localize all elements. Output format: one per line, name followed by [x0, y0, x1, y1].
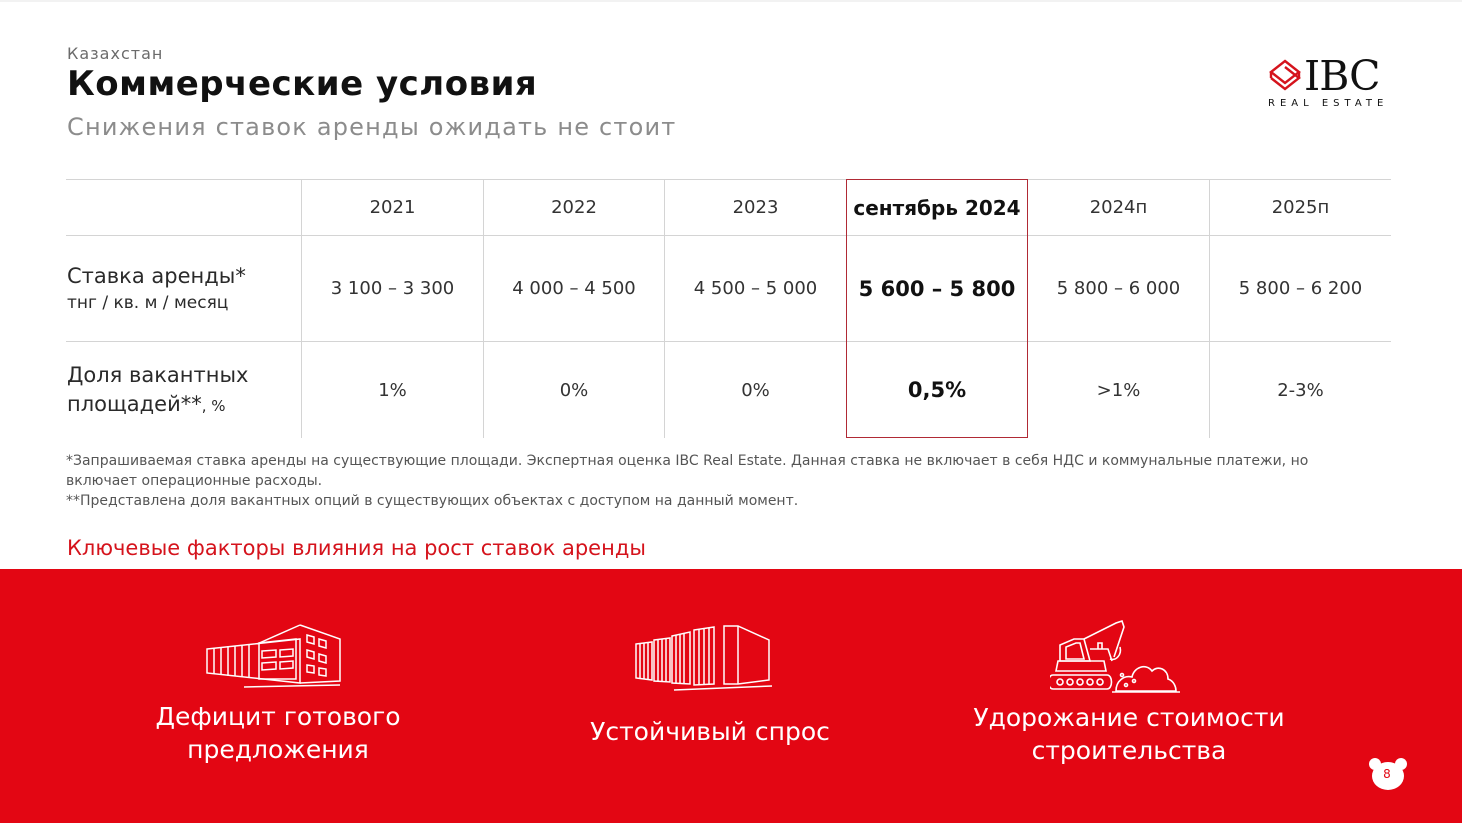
table-rule	[66, 179, 1391, 180]
footnote-vacancy: **Представлена доля вакантных опций в су…	[66, 493, 799, 509]
rent-rate-2023: 4 500 – 5 000	[693, 278, 818, 299]
factor-supply-line2: предложения	[187, 735, 369, 764]
skyline-icon	[635, 625, 773, 691]
rent-rate-2025f: 5 800 – 6 200	[1238, 278, 1363, 299]
factor-cost-line2: строительства	[1031, 736, 1227, 765]
page-number: 8	[1383, 767, 1391, 781]
excavator-icon	[1050, 619, 1180, 693]
rent-rate-sep-2024: 5 600 – 5 800	[858, 276, 1016, 301]
rent-rate-unit: тнг / кв. м / месяц	[67, 293, 229, 313]
logo-tagline: REAL ESTATE	[1268, 98, 1389, 109]
vacancy-label-line2: площадей**	[67, 392, 202, 416]
footnotes: *Запрашиваемая ставка аренды на существу…	[66, 451, 1366, 511]
column-header-2021: 2021	[369, 197, 416, 218]
page-title: Коммерческие условия	[67, 64, 538, 104]
factor-construction-cost: Удорожание стоимости строительства	[964, 701, 1294, 767]
table-rule	[66, 341, 1391, 342]
ibc-logo: IBC REAL ESTATE	[1266, 52, 1396, 114]
vacancy-label-line1: Доля вакантных	[67, 363, 249, 387]
column-divider	[664, 179, 665, 438]
vacancy-2023: 0%	[741, 379, 770, 401]
rent-rate-label: Ставка аренды*	[67, 264, 246, 288]
row-label-vacancy: Доля вакантных площадей**, %	[67, 361, 248, 421]
vacancy-2024f: >1%	[1096, 379, 1141, 401]
vacancy-sep-2024: 0,5%	[907, 378, 967, 402]
logo-name: IBC	[1304, 52, 1380, 100]
page-subtitle: Снижения ставок аренды ожидать не стоит	[67, 113, 677, 141]
column-divider	[301, 179, 302, 438]
page-number-badge: 8	[1368, 757, 1408, 791]
vacancy-2022: 0%	[559, 379, 589, 401]
vacancy-label-line2-wrap: площадей**, %	[67, 390, 248, 421]
factor-demand-line1: Устойчивый спрос	[590, 717, 830, 746]
vacancy-unit: , %	[201, 397, 226, 415]
key-factors-title: Ключевые факторы влияния на рост ставок …	[67, 536, 646, 560]
factor-supply-line1: Дефицит готового	[155, 702, 401, 731]
key-factors-band: Дефицит готового предложения Устойчивый …	[0, 569, 1462, 823]
logo-mark-icon	[1269, 59, 1301, 91]
factor-cost-line1: Удорожание стоимости	[973, 703, 1285, 732]
column-header-2023: 2023	[732, 197, 779, 218]
rent-rate-2022: 4 000 – 4 500	[512, 278, 636, 299]
rent-rate-2024f: 5 800 – 6 000	[1056, 278, 1181, 299]
factor-supply-deficit: Дефицит готового предложения	[118, 700, 438, 766]
rent-rate-2021: 3 100 – 3 300	[330, 278, 455, 299]
column-header-2024f: 2024п	[1089, 197, 1148, 218]
row-label-rent-rate: Ставка аренды* тнг / кв. м / месяц	[67, 262, 246, 315]
bear-badge-icon	[1369, 758, 1407, 790]
commercial-terms-table: 2021 2022 2023 сентябрь 2024 2024п 2025п…	[66, 179, 1391, 438]
building-icon	[206, 624, 341, 688]
footnote-rent: *Запрашиваемая ставка аренды на существу…	[66, 453, 1309, 489]
column-header-2025f: 2025п	[1271, 197, 1330, 218]
column-header-2022: 2022	[551, 197, 597, 218]
vacancy-2025f: 2-3%	[1277, 379, 1324, 401]
country-label: Казахстан	[67, 44, 164, 63]
table-rule	[66, 235, 1391, 236]
column-header-sep-2024: сентябрь 2024	[853, 195, 1021, 220]
factor-stable-demand: Устойчивый спрос	[560, 715, 860, 748]
vacancy-2021: 1%	[378, 379, 407, 401]
highlighted-column-frame	[846, 179, 1028, 438]
column-divider	[483, 179, 484, 438]
top-divider	[0, 0, 1462, 2]
column-divider	[1209, 179, 1210, 438]
